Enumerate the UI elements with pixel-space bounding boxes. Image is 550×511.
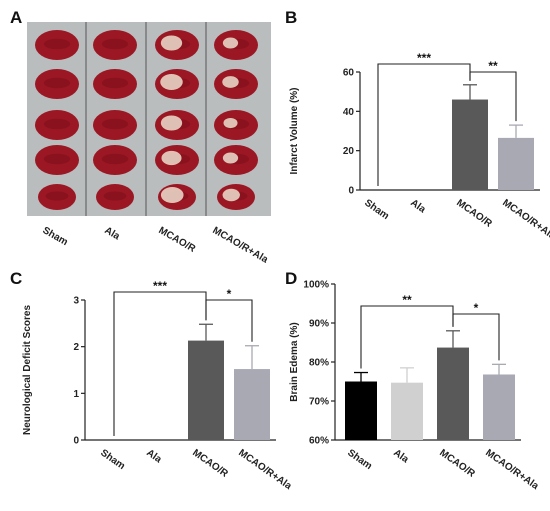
brain-slice xyxy=(217,184,255,210)
y-axis-label: Neurological Deficit Scores xyxy=(22,305,33,435)
brain-slice xyxy=(155,30,199,60)
error-bar xyxy=(245,345,259,370)
brain-slice-photo: Sham Ala MCAO/R MCAO/R+Ala xyxy=(27,22,271,266)
brain-slice xyxy=(214,145,258,175)
error-bar xyxy=(446,330,460,348)
y-tick-label: 60 xyxy=(343,68,355,79)
brain-slice xyxy=(96,184,134,210)
panel-letter-d: D xyxy=(285,269,297,288)
y-tick-label: 3 xyxy=(73,296,79,307)
significance-bracket: ** xyxy=(469,59,517,122)
category-label: MCAO/R xyxy=(454,197,494,230)
brain-slice xyxy=(155,145,199,175)
significance-bracket: * xyxy=(452,301,500,361)
significance-label: * xyxy=(227,287,232,301)
bar xyxy=(234,369,270,440)
error-bar xyxy=(354,371,368,382)
y-axis-label: Brain Edema (%) xyxy=(289,322,300,401)
brain-slice xyxy=(93,30,137,60)
photo-group-label: Sham xyxy=(41,225,70,248)
brain-slice xyxy=(35,30,79,60)
brain-slice xyxy=(35,110,79,140)
bar xyxy=(391,382,423,440)
y-tick-label: 20 xyxy=(343,146,355,157)
y-tick-label: 90% xyxy=(309,319,329,330)
error-bar xyxy=(463,84,477,100)
brain-slice xyxy=(155,69,199,99)
bar xyxy=(345,381,377,440)
significance-label: ** xyxy=(488,59,498,73)
significance-label: ** xyxy=(402,293,412,307)
bar xyxy=(188,340,224,440)
category-label: Sham xyxy=(362,197,391,222)
y-axis-label: Infarct Volume (%) xyxy=(289,87,300,174)
category-label: MCAO/R+Ala xyxy=(236,447,293,492)
chart-infarct-volume: 0 20 40 60 Infarct Volume (%) Sham Ala MCAO/R MC… xyxy=(289,51,550,242)
brain-slice xyxy=(155,110,199,140)
brain-slice xyxy=(35,145,79,175)
category-label: Ala xyxy=(144,447,163,465)
error-bar xyxy=(492,363,506,375)
error-bar xyxy=(509,124,523,138)
photo-group-label: MCAO/R xyxy=(157,225,198,255)
category-label: MCAO/R+Ala xyxy=(483,447,540,492)
brain-slice xyxy=(214,30,258,60)
bar xyxy=(498,137,534,190)
panel-letter-c: C xyxy=(10,269,22,288)
y-tick-label: 80% xyxy=(309,358,329,369)
brain-slice xyxy=(35,69,79,99)
significance-bracket: * xyxy=(205,287,253,342)
error-bar xyxy=(199,323,213,341)
y-tick-label: 0 xyxy=(73,436,79,447)
y-tick-label: 2 xyxy=(73,342,79,353)
photo-group-label: Ala xyxy=(103,225,122,243)
category-label: MCAO/R xyxy=(190,447,230,480)
category-label: Sham xyxy=(345,447,374,472)
significance-label: * xyxy=(474,301,479,315)
brain-slice xyxy=(93,69,137,99)
bar xyxy=(437,347,469,440)
brain-slice xyxy=(93,110,137,140)
category-label: Ala xyxy=(391,447,410,465)
bar xyxy=(452,99,488,190)
significance-label: *** xyxy=(417,51,431,65)
y-tick-label: 1 xyxy=(73,389,79,400)
chart-neurological-deficit: 0 1 2 3 Neurological Deficit Scores Sham Ala MC… xyxy=(22,279,294,492)
error-bar xyxy=(400,367,414,383)
category-label: MCAO/R+Ala xyxy=(500,197,550,242)
category-label: MCAO/R xyxy=(437,447,477,480)
brain-slice xyxy=(38,184,76,210)
y-tick-label: 0 xyxy=(348,186,354,197)
y-tick-label: 100% xyxy=(303,280,329,291)
panel-letter-a: A xyxy=(10,8,22,27)
brain-slice xyxy=(158,184,196,210)
y-tick-label: 40 xyxy=(343,107,355,118)
panel-letter-b: B xyxy=(285,8,297,27)
chart-brain-edema: 60% 70% 80% 90% 100% Brain Edema (%) Sham Ala MC… xyxy=(289,280,541,493)
category-label: Ala xyxy=(408,197,427,215)
brain-slice xyxy=(214,69,258,99)
bar xyxy=(483,374,515,440)
brain-slice xyxy=(214,110,258,140)
y-tick-label: 70% xyxy=(309,397,329,408)
significance-label: *** xyxy=(153,279,167,293)
category-label: Sham xyxy=(98,447,127,472)
y-tick-label: 60% xyxy=(309,436,329,447)
photo-group-label: MCAO/R+Ala xyxy=(211,225,271,266)
brain-slice xyxy=(93,145,137,175)
